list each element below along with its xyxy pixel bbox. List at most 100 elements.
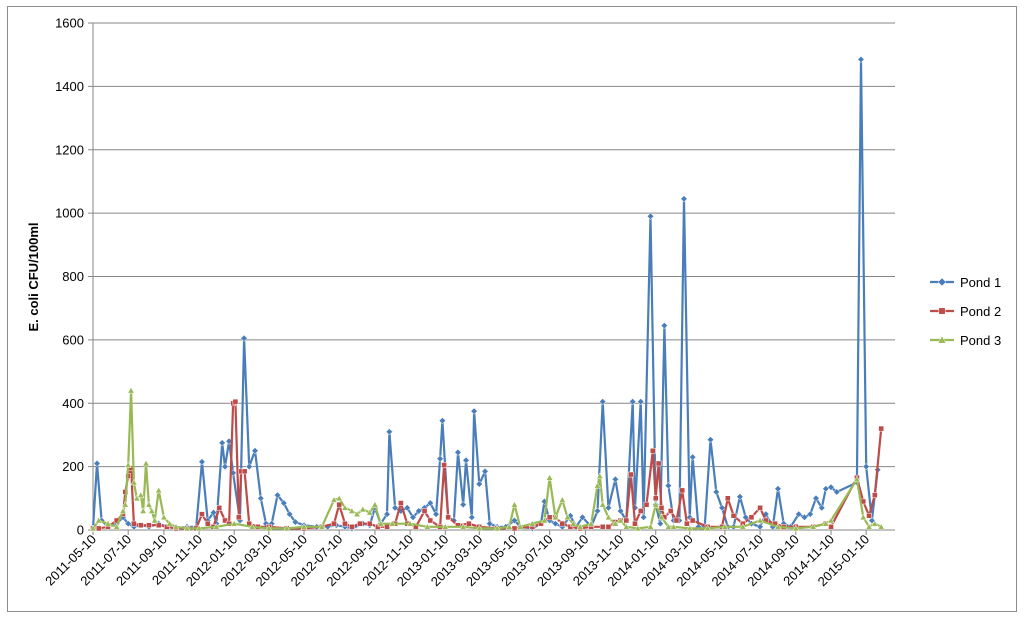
data-point-pond-3 bbox=[792, 524, 800, 532]
data-point-pond-3 bbox=[551, 513, 560, 521]
data-point-pond-1 bbox=[822, 485, 830, 493]
series-pond-2 bbox=[90, 398, 884, 532]
series-pond-3 bbox=[89, 386, 885, 532]
data-point-pond-1 bbox=[257, 494, 265, 502]
data-point-pond-1 bbox=[251, 447, 259, 455]
data-point-pond-1 bbox=[868, 516, 876, 525]
y-tick-label: 1000 bbox=[55, 206, 84, 221]
legend-item-pond-1: Pond 1 bbox=[930, 275, 1001, 290]
data-point-pond-2 bbox=[384, 524, 390, 530]
series-line-pond-2 bbox=[93, 400, 883, 530]
data-point-pond-2 bbox=[331, 520, 337, 527]
data-point-pond-2 bbox=[724, 495, 731, 502]
data-point-pond-2 bbox=[155, 522, 162, 529]
legend-label-pond-2: Pond 2 bbox=[960, 304, 1001, 319]
data-point-pond-1 bbox=[403, 504, 411, 512]
data-point-pond-1 bbox=[629, 398, 637, 406]
data-point-pond-3 bbox=[172, 523, 180, 530]
data-point-pond-1 bbox=[637, 398, 645, 406]
legend-marker-pond-3 bbox=[937, 335, 947, 344]
data-point-pond-3 bbox=[510, 500, 519, 508]
data-point-pond-3 bbox=[124, 461, 132, 468]
y-tick-label: 1200 bbox=[55, 142, 84, 157]
data-point-pond-1 bbox=[551, 520, 559, 528]
data-point-pond-1 bbox=[800, 513, 809, 521]
data-point-pond-1 bbox=[604, 504, 613, 512]
legend-item-pond-3: Pond 3 bbox=[930, 333, 1001, 348]
data-point-pond-2 bbox=[146, 522, 152, 529]
legend-label-pond-1: Pond 1 bbox=[960, 275, 1001, 290]
data-point-pond-3 bbox=[664, 523, 673, 530]
data-point-pond-1 bbox=[656, 520, 664, 528]
data-point-pond-2 bbox=[421, 508, 428, 514]
gridlines bbox=[93, 22, 895, 531]
data-point-pond-3 bbox=[774, 523, 782, 530]
data-point-pond-1 bbox=[833, 488, 841, 496]
data-point-pond-3 bbox=[151, 516, 159, 524]
data-point-pond-1 bbox=[812, 494, 820, 502]
data-point-pond-3 bbox=[130, 478, 138, 486]
data-point-pond-2 bbox=[466, 520, 472, 527]
data-point-pond-3 bbox=[155, 486, 163, 494]
data-point-pond-1 bbox=[280, 499, 288, 507]
data-point-pond-1 bbox=[756, 523, 764, 531]
data-point-pond-2 bbox=[679, 487, 686, 494]
data-point-pond-3 bbox=[721, 523, 729, 530]
plot-area bbox=[89, 55, 885, 532]
legend-item-pond-2: Pond 2 bbox=[930, 304, 1001, 319]
data-point-pond-3 bbox=[348, 507, 356, 514]
data-point-pond-3 bbox=[406, 519, 414, 527]
data-point-pond-1 bbox=[470, 407, 478, 415]
data-point-pond-1 bbox=[806, 510, 814, 518]
data-point-pond-2 bbox=[655, 460, 662, 467]
data-point-pond-2 bbox=[652, 495, 659, 502]
data-point-pond-3 bbox=[652, 500, 660, 508]
data-point-pond-3 bbox=[558, 496, 566, 503]
data-point-pond-3 bbox=[871, 519, 879, 527]
data-point-pond-3 bbox=[593, 481, 602, 489]
legend: Pond 1 Pond 2 Pond 3 bbox=[930, 275, 1001, 348]
legend-marker-pond-1 bbox=[937, 277, 947, 287]
data-point-pond-2 bbox=[511, 525, 518, 532]
y-axis-label: E. coli CFU/100ml bbox=[26, 222, 41, 331]
data-point-pond-2 bbox=[605, 524, 612, 530]
data-point-pond-1 bbox=[640, 513, 648, 521]
series-line-pond-3 bbox=[92, 389, 882, 530]
data-point-pond-2 bbox=[441, 462, 447, 468]
data-point-pond-3 bbox=[739, 523, 747, 530]
data-point-pond-1 bbox=[286, 510, 294, 518]
data-point-pond-3 bbox=[569, 519, 577, 527]
data-point-pond-2 bbox=[658, 505, 665, 511]
data-point-pond-1 bbox=[221, 463, 229, 471]
y-axis: 0 200 400 600 800 1000 1200 1400 1600 bbox=[55, 16, 94, 538]
data-point-pond-2 bbox=[216, 505, 223, 511]
data-point-pond-3 bbox=[493, 524, 501, 532]
data-point-pond-3 bbox=[703, 524, 712, 532]
y-tick-label: 400 bbox=[62, 396, 84, 411]
data-point-pond-1 bbox=[660, 322, 668, 330]
data-point-pond-1 bbox=[599, 398, 607, 406]
data-point-pond-1 bbox=[481, 467, 489, 475]
data-point-pond-1 bbox=[686, 513, 694, 521]
data-point-pond-2 bbox=[163, 524, 170, 530]
y-tick-label: 1600 bbox=[55, 16, 84, 31]
data-point-pond-3 bbox=[183, 524, 191, 532]
data-point-pond-3 bbox=[119, 507, 127, 514]
y-tick-label: 600 bbox=[62, 332, 84, 347]
data-point-pond-1 bbox=[486, 520, 494, 528]
data-point-pond-3 bbox=[377, 519, 385, 527]
data-point-pond-3 bbox=[142, 459, 150, 467]
data-point-pond-1 bbox=[475, 480, 483, 488]
data-point-pond-2 bbox=[427, 517, 434, 524]
data-point-pond-1 bbox=[426, 499, 434, 507]
y-tick-label: 200 bbox=[62, 459, 84, 474]
data-point-pond-3 bbox=[113, 523, 121, 530]
data-point-pond-3 bbox=[104, 519, 112, 527]
data-point-pond-2 bbox=[138, 522, 144, 529]
data-point-pond-2 bbox=[684, 520, 690, 527]
data-point-pond-3 bbox=[853, 475, 861, 483]
data-point-pond-2 bbox=[232, 398, 239, 405]
legend-label-pond-3: Pond 3 bbox=[960, 333, 1001, 348]
data-point-pond-1 bbox=[718, 504, 726, 512]
